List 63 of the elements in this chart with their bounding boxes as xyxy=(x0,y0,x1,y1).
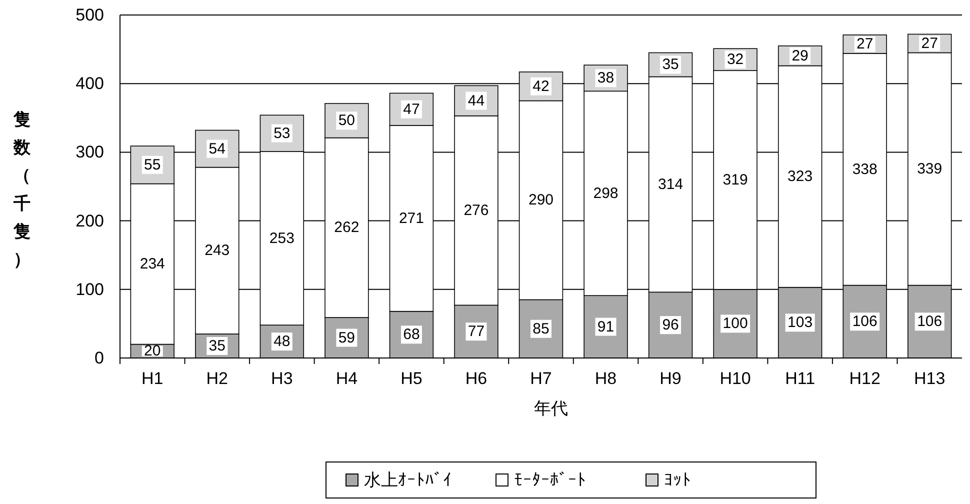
x-tick-label: H8 xyxy=(594,369,617,388)
data-label: 91 xyxy=(597,318,614,336)
data-label: 298 xyxy=(593,184,618,202)
data-label: 29 xyxy=(792,47,808,64)
legend-label: 水上ｵｰﾄﾊﾞｲ xyxy=(364,470,452,490)
data-label: 96 xyxy=(662,316,679,334)
data-label: 314 xyxy=(658,176,684,193)
data-label: 35 xyxy=(208,337,226,354)
y-tick-label: 0 xyxy=(94,348,104,368)
data-label: 48 xyxy=(274,333,290,350)
data-label: 323 xyxy=(788,168,813,186)
x-tick-label: H6 xyxy=(465,369,488,388)
legend-label: ﾓｰﾀｰﾎﾞｰﾄ xyxy=(514,470,586,490)
data-label: 55 xyxy=(144,156,161,174)
data-label: 262 xyxy=(334,219,360,236)
y-tick-label: 500 xyxy=(76,6,104,24)
data-label: 319 xyxy=(722,171,748,188)
x-tick-label: H9 xyxy=(660,369,682,388)
data-label: 54 xyxy=(208,140,226,158)
x-tick-label: H4 xyxy=(336,369,358,388)
data-label: 276 xyxy=(464,202,489,220)
data-label: 47 xyxy=(403,100,420,118)
y-tick-label: 300 xyxy=(76,142,104,162)
x-tick-label: H11 xyxy=(785,369,816,388)
data-label: 106 xyxy=(917,313,942,330)
data-label: 53 xyxy=(274,124,290,142)
data-label: 20 xyxy=(144,342,161,360)
data-label: 35 xyxy=(662,56,679,74)
data-label: 271 xyxy=(398,210,424,227)
data-label: 103 xyxy=(788,314,813,332)
x-tick-label: H3 xyxy=(271,369,293,388)
data-label: 339 xyxy=(917,160,942,178)
x-tick-label: H10 xyxy=(720,369,751,388)
y-axis-title: 隻数（千隻） xyxy=(12,110,32,269)
x-tick-label: H12 xyxy=(849,369,880,388)
x-tick-label: H5 xyxy=(400,369,422,388)
data-label: 290 xyxy=(528,192,554,209)
legend-label: ﾖｯﾄ xyxy=(664,470,691,490)
x-axis-title: 年代 xyxy=(534,399,568,418)
data-label: 44 xyxy=(468,92,485,110)
x-tick-label: H13 xyxy=(914,369,946,388)
x-tick-label: H7 xyxy=(530,369,552,388)
data-label: 42 xyxy=(532,78,550,95)
x-tick-label: H2 xyxy=(206,369,228,388)
data-label: 100 xyxy=(722,315,748,332)
data-label: 77 xyxy=(468,323,485,340)
data-label: 253 xyxy=(269,230,294,247)
y-tick-label: 100 xyxy=(76,280,104,299)
y-tick-label: 200 xyxy=(76,211,104,230)
data-label: 85 xyxy=(532,320,550,338)
data-label: 59 xyxy=(338,329,356,346)
data-label: 27 xyxy=(856,36,874,53)
x-tick-label: H1 xyxy=(142,369,164,388)
data-label: 68 xyxy=(403,326,420,344)
data-label: 106 xyxy=(852,313,878,330)
data-label: 32 xyxy=(726,51,744,68)
data-label: 338 xyxy=(852,160,878,178)
data-label: 38 xyxy=(597,70,614,87)
data-label: 234 xyxy=(140,256,165,273)
data-label: 27 xyxy=(921,34,938,52)
y-tick-label: 400 xyxy=(76,74,104,94)
data-label: 50 xyxy=(338,112,356,130)
data-label: 243 xyxy=(204,242,230,260)
